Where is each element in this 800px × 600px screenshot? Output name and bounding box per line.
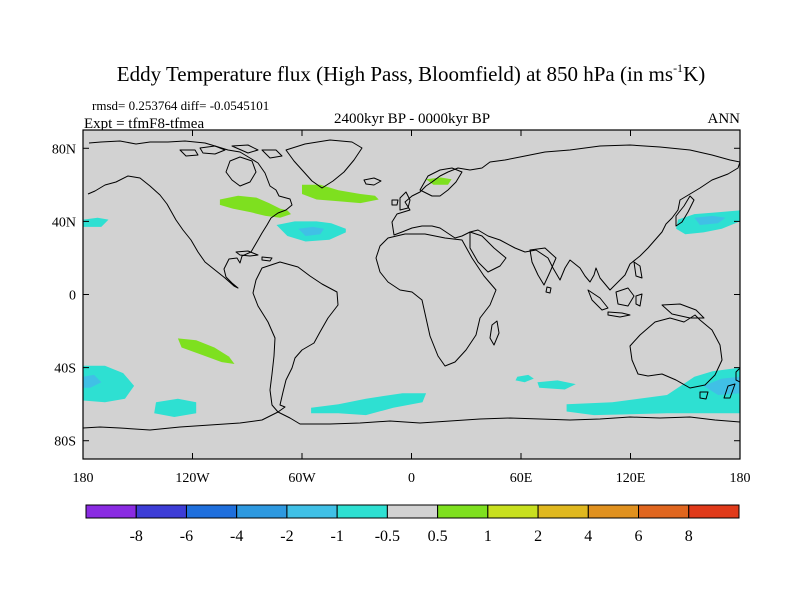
coast-philippines	[633, 261, 643, 279]
y-tick-label: 0	[69, 289, 76, 304]
colorbar-label: 0.5	[428, 528, 448, 545]
colorbar-label: 1	[484, 528, 492, 545]
region-south-pacific-mid-negative	[154, 398, 197, 417]
coast-new-zealand	[723, 367, 740, 399]
coast-iceland	[363, 177, 382, 186]
colorbar-label: 2	[534, 528, 542, 545]
colorbar-label: 4	[584, 528, 592, 545]
coast-sumatra	[587, 289, 609, 311]
colorbar-label: -8	[130, 528, 143, 545]
coast-madagascar	[489, 320, 500, 346]
colorbar-label: -4	[230, 528, 243, 545]
x-tick-label: 0	[408, 471, 415, 486]
stats-line: rmsd= 0.253764 diff= -0.0545101	[92, 98, 269, 113]
colorbar-label: -0.5	[375, 528, 400, 545]
coast-eurasia	[391, 144, 740, 291]
colorbar-box	[437, 504, 489, 519]
colorbar-label: -6	[180, 528, 193, 545]
coast-scandinavia	[419, 167, 463, 197]
y-tick-label: 80N	[52, 142, 76, 157]
region-australia-south-negative	[566, 367, 740, 416]
region-south-pacific-west-negative	[83, 365, 135, 403]
coast-india	[529, 247, 557, 286]
x-tick-label: 60W	[288, 471, 316, 486]
region-indian-ocean-negative-small	[515, 374, 534, 383]
region-north-pacific-west-negative	[83, 217, 109, 227]
coast-tasmania	[699, 391, 709, 400]
anomaly-regions	[83, 177, 740, 417]
region-australia-south-negative-core	[703, 376, 740, 395]
colorbar-box	[286, 504, 338, 519]
coast-java	[607, 311, 631, 318]
colorbar-box	[587, 504, 640, 519]
coastlines	[83, 139, 740, 431]
region-south-pacific-west-negative-core	[83, 374, 102, 388]
coast-arctic-islands	[179, 144, 283, 159]
region-south-atlantic-negative	[311, 393, 427, 416]
region-north-pacific-east-negative-core	[694, 215, 726, 225]
region-scandinavia-positive	[426, 177, 452, 185]
y-tick-label: 40S	[54, 362, 76, 377]
colorbar-box	[638, 504, 690, 519]
coast-new-guinea	[661, 303, 705, 319]
coast-japan	[675, 195, 695, 227]
coast-australia	[629, 314, 723, 389]
colorbar-box	[185, 504, 238, 519]
region-south-pacific-positive	[177, 338, 235, 364]
colorbar-box	[85, 504, 137, 519]
experiment-label: Expt = tfmF8-tfmea	[84, 116, 204, 132]
coast-sulawesi	[635, 293, 643, 307]
colorbar-box	[688, 504, 740, 519]
coast-sri-lanka	[545, 286, 552, 294]
coast-antarctica	[83, 411, 740, 431]
coast-africa	[375, 233, 497, 367]
colorbar-box	[135, 504, 187, 519]
colorbar-label: -2	[280, 528, 293, 545]
region-indian-ocean-negative	[537, 380, 576, 390]
coast-greenland	[285, 139, 363, 189]
x-tick-label: 120E	[616, 471, 646, 486]
coast-south-america	[252, 261, 339, 413]
y-tick-label: 40N	[52, 215, 76, 230]
coast-britain	[391, 191, 411, 211]
colorbar: -8 -6 -4 -2 -1 -0.5 0.5 1 2 4 6 8	[85, 504, 740, 545]
x-tick-label: 120W	[175, 471, 210, 486]
region-north-atlantic-positive	[302, 184, 379, 204]
coast-hispaniola	[261, 256, 273, 262]
x-tick-label: 180	[730, 471, 751, 486]
chart-title: Eddy Temperature flux (High Pass, Bloomf…	[117, 61, 705, 86]
colorbar-box	[386, 504, 439, 519]
x-tick-label: 60E	[510, 471, 533, 486]
season-label: ANN	[708, 111, 741, 127]
y-tick-label: 80S	[54, 435, 76, 450]
colorbar-label: 6	[635, 528, 643, 545]
x-tick-label: 180	[73, 471, 94, 486]
coast-borneo	[615, 287, 635, 307]
period-label: 2400kyr BP - 0000kyr BP	[334, 111, 490, 127]
colorbar-box	[236, 504, 288, 519]
axis-ticks: 180 120W 60W 0 60E 120E 180 80N 40N 0 40S 80S	[52, 130, 751, 486]
region-n-america-north-positive	[219, 195, 291, 218]
region-north-atlantic-negative-core	[298, 226, 324, 236]
coast-cuba	[235, 250, 259, 257]
colorbar-label: 8	[685, 528, 693, 545]
coast-arabia	[469, 231, 507, 273]
colorbar-label: -1	[330, 528, 343, 545]
coast-hudson-bay	[225, 156, 257, 187]
colorbar-box	[487, 504, 539, 519]
colorbar-box	[537, 504, 589, 519]
colorbar-box	[336, 504, 388, 519]
